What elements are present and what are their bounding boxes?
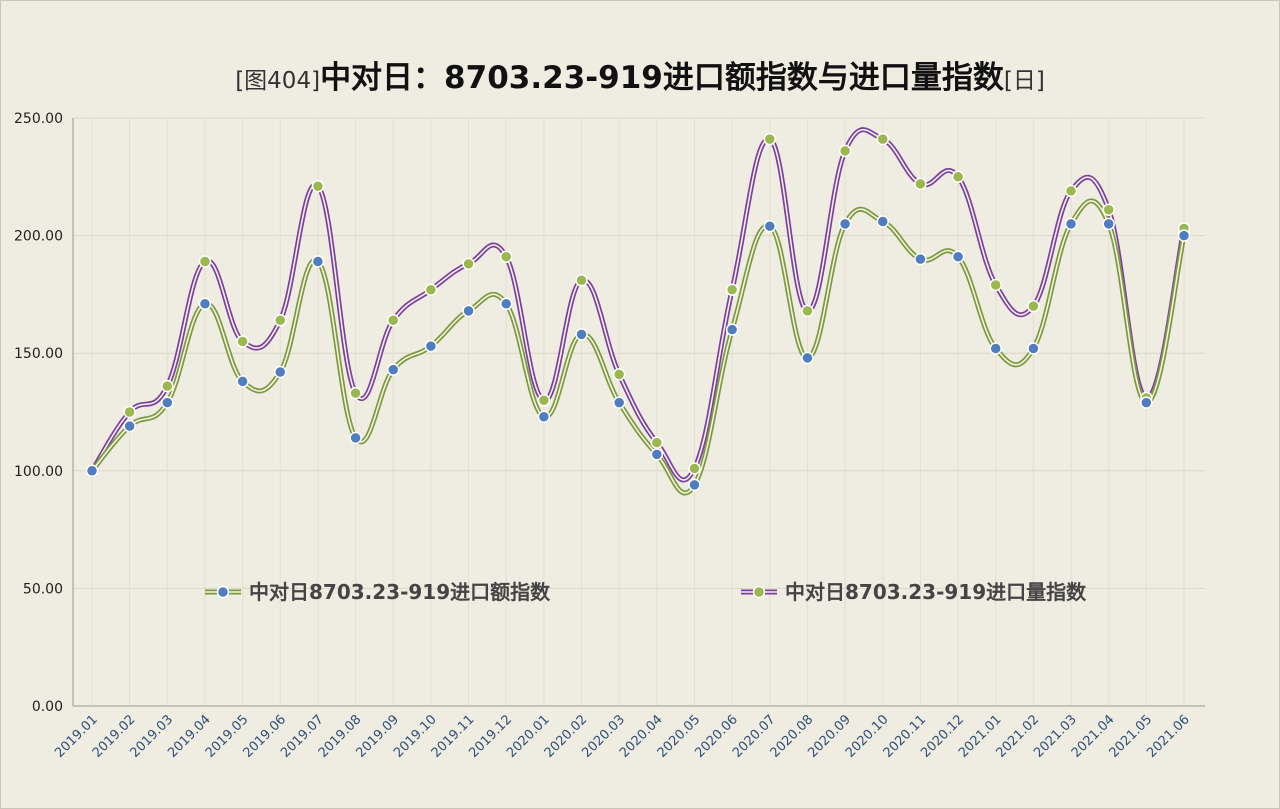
chart-title-prefix: [图404] [235,68,321,94]
data-point [688,478,701,492]
data-point [575,274,588,287]
data-point [838,217,852,231]
data-point [1102,217,1115,231]
data-point [763,132,777,146]
data-point [274,314,287,327]
chart-title-suffix: [日] [1003,68,1045,94]
y-tick-label: 100.00 [14,464,63,480]
legend-marker [216,585,230,599]
data-point [801,351,814,365]
data-point [236,375,249,388]
data-point [386,363,400,376]
data-point [1027,299,1040,313]
data-point [198,255,212,268]
data-point [1102,203,1115,216]
data-point [161,396,174,409]
legend-label: 中对日8703.23-919进口量指数 [785,580,1087,604]
data-point [725,283,739,296]
y-tick-label: 200.00 [14,229,63,245]
data-point [236,335,249,348]
x-axis-ticks: 2019.012019.022019.032019.042019.052019.… [52,712,1193,761]
data-point [763,219,777,233]
data-point [499,297,513,311]
data-point [123,419,136,433]
data-point [462,257,475,271]
data-point [688,462,701,475]
data-point [499,250,513,264]
series-layer [85,127,1191,496]
data-point [198,297,212,311]
data-point [725,323,739,336]
data-point [650,436,664,449]
data-point [123,405,136,419]
data-point [386,314,400,327]
data-point [537,393,551,407]
data-point [876,132,890,146]
data-point [537,410,551,423]
data-point [85,464,99,478]
chart-title-main: 中对日：8703.23-919进口额指数与进口量指数 [320,60,1004,96]
data-point [1177,229,1191,242]
y-tick-label: 0.00 [32,699,63,715]
data-point [650,448,664,461]
data-point [914,177,927,191]
data-point [1140,396,1153,409]
data-point [876,215,890,228]
data-point [311,255,325,268]
legend-label: 中对日8703.23-919进口额指数 [249,580,551,604]
data-point [1064,217,1078,231]
axes [72,118,1205,707]
y-axis-ticks: 0.00 50.00 100.00 150.00 200.00 250.00 [14,111,63,715]
data-point [161,379,174,393]
data-point [424,283,438,296]
data-point [311,179,325,193]
data-point [951,250,965,264]
data-point [989,278,1002,292]
data-point [274,365,287,379]
y-tick-label: 150.00 [14,346,63,362]
data-point [462,304,475,318]
data-point [349,386,362,400]
legend: 中对日8703.23-919进口额指数 中对日8703.23-919进口量指数 [205,580,1087,604]
data-point [424,339,438,353]
data-point [612,396,626,409]
data-point [914,252,927,266]
data-point [575,328,588,341]
legend-marker [752,585,766,599]
data-point [1064,184,1078,198]
data-point [951,170,965,184]
data-point [1027,342,1040,355]
data-point [612,368,626,381]
data-point [349,431,362,445]
data-point [989,342,1002,355]
chart-title: [图404]中对日：8703.23-919进口额指数与进口量指数[日] [0,52,1280,97]
y-tick-label: 50.00 [23,581,63,597]
data-point [838,144,852,158]
data-point [801,304,814,318]
y-tick-label: 250.00 [14,111,63,127]
